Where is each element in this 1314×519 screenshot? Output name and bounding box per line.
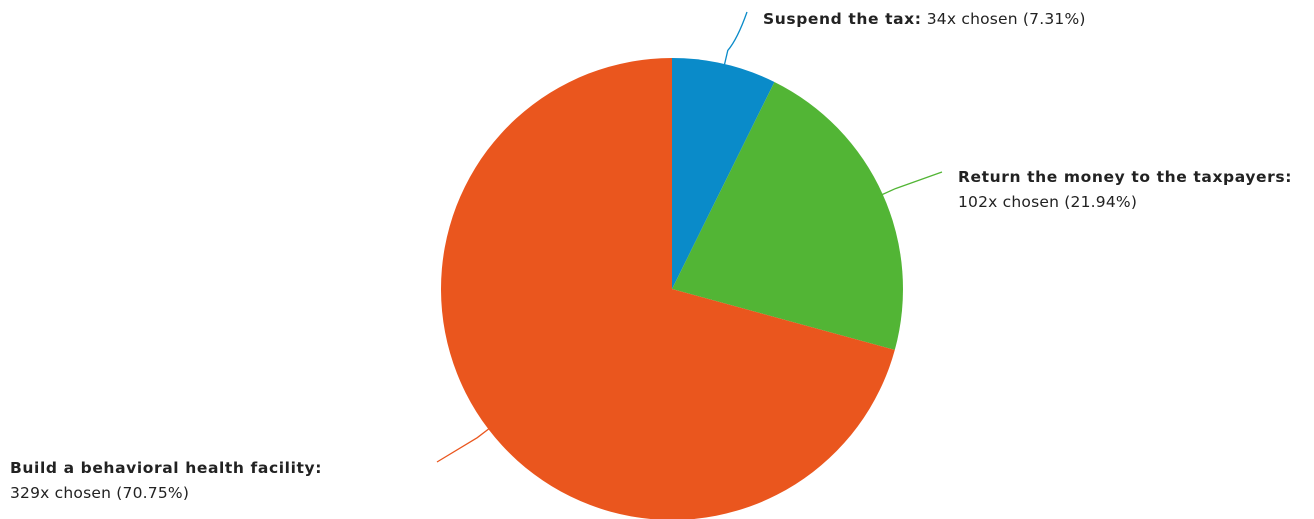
slice-name-return-money: Return the money to the taxpayers: [958,168,1293,186]
pie-slice-return-money [672,81,903,350]
connector-build-facility [436,426,492,463]
slice-detail-suspend-tax: 34x chosen (7.31%) [926,10,1086,28]
slice-name-build-facility: Build a behavioral health facility: [10,459,323,477]
connector-return-money [878,171,943,197]
slice-detail-return-money: 102x chosen (21.94%) [958,193,1138,211]
pie-slice-build-facility [440,58,895,519]
pie-slices [440,58,903,519]
slice-name-suspend-tax: Suspend the tax: [763,10,922,28]
connector-suspend-tax [723,11,748,69]
slice-label-suspend-tax: Suspend the tax: 34x chosen (7.31%) [763,7,1086,32]
slice-detail-build-facility: 329x chosen (70.75%) [10,484,190,502]
label-connectors [436,11,943,463]
pie-slice-suspend-tax [672,58,775,289]
slice-label-return-money: Return the money to the taxpayers: 102x … [958,165,1308,215]
slice-label-build-facility: Build a behavioral health facility: 329x… [10,456,410,506]
